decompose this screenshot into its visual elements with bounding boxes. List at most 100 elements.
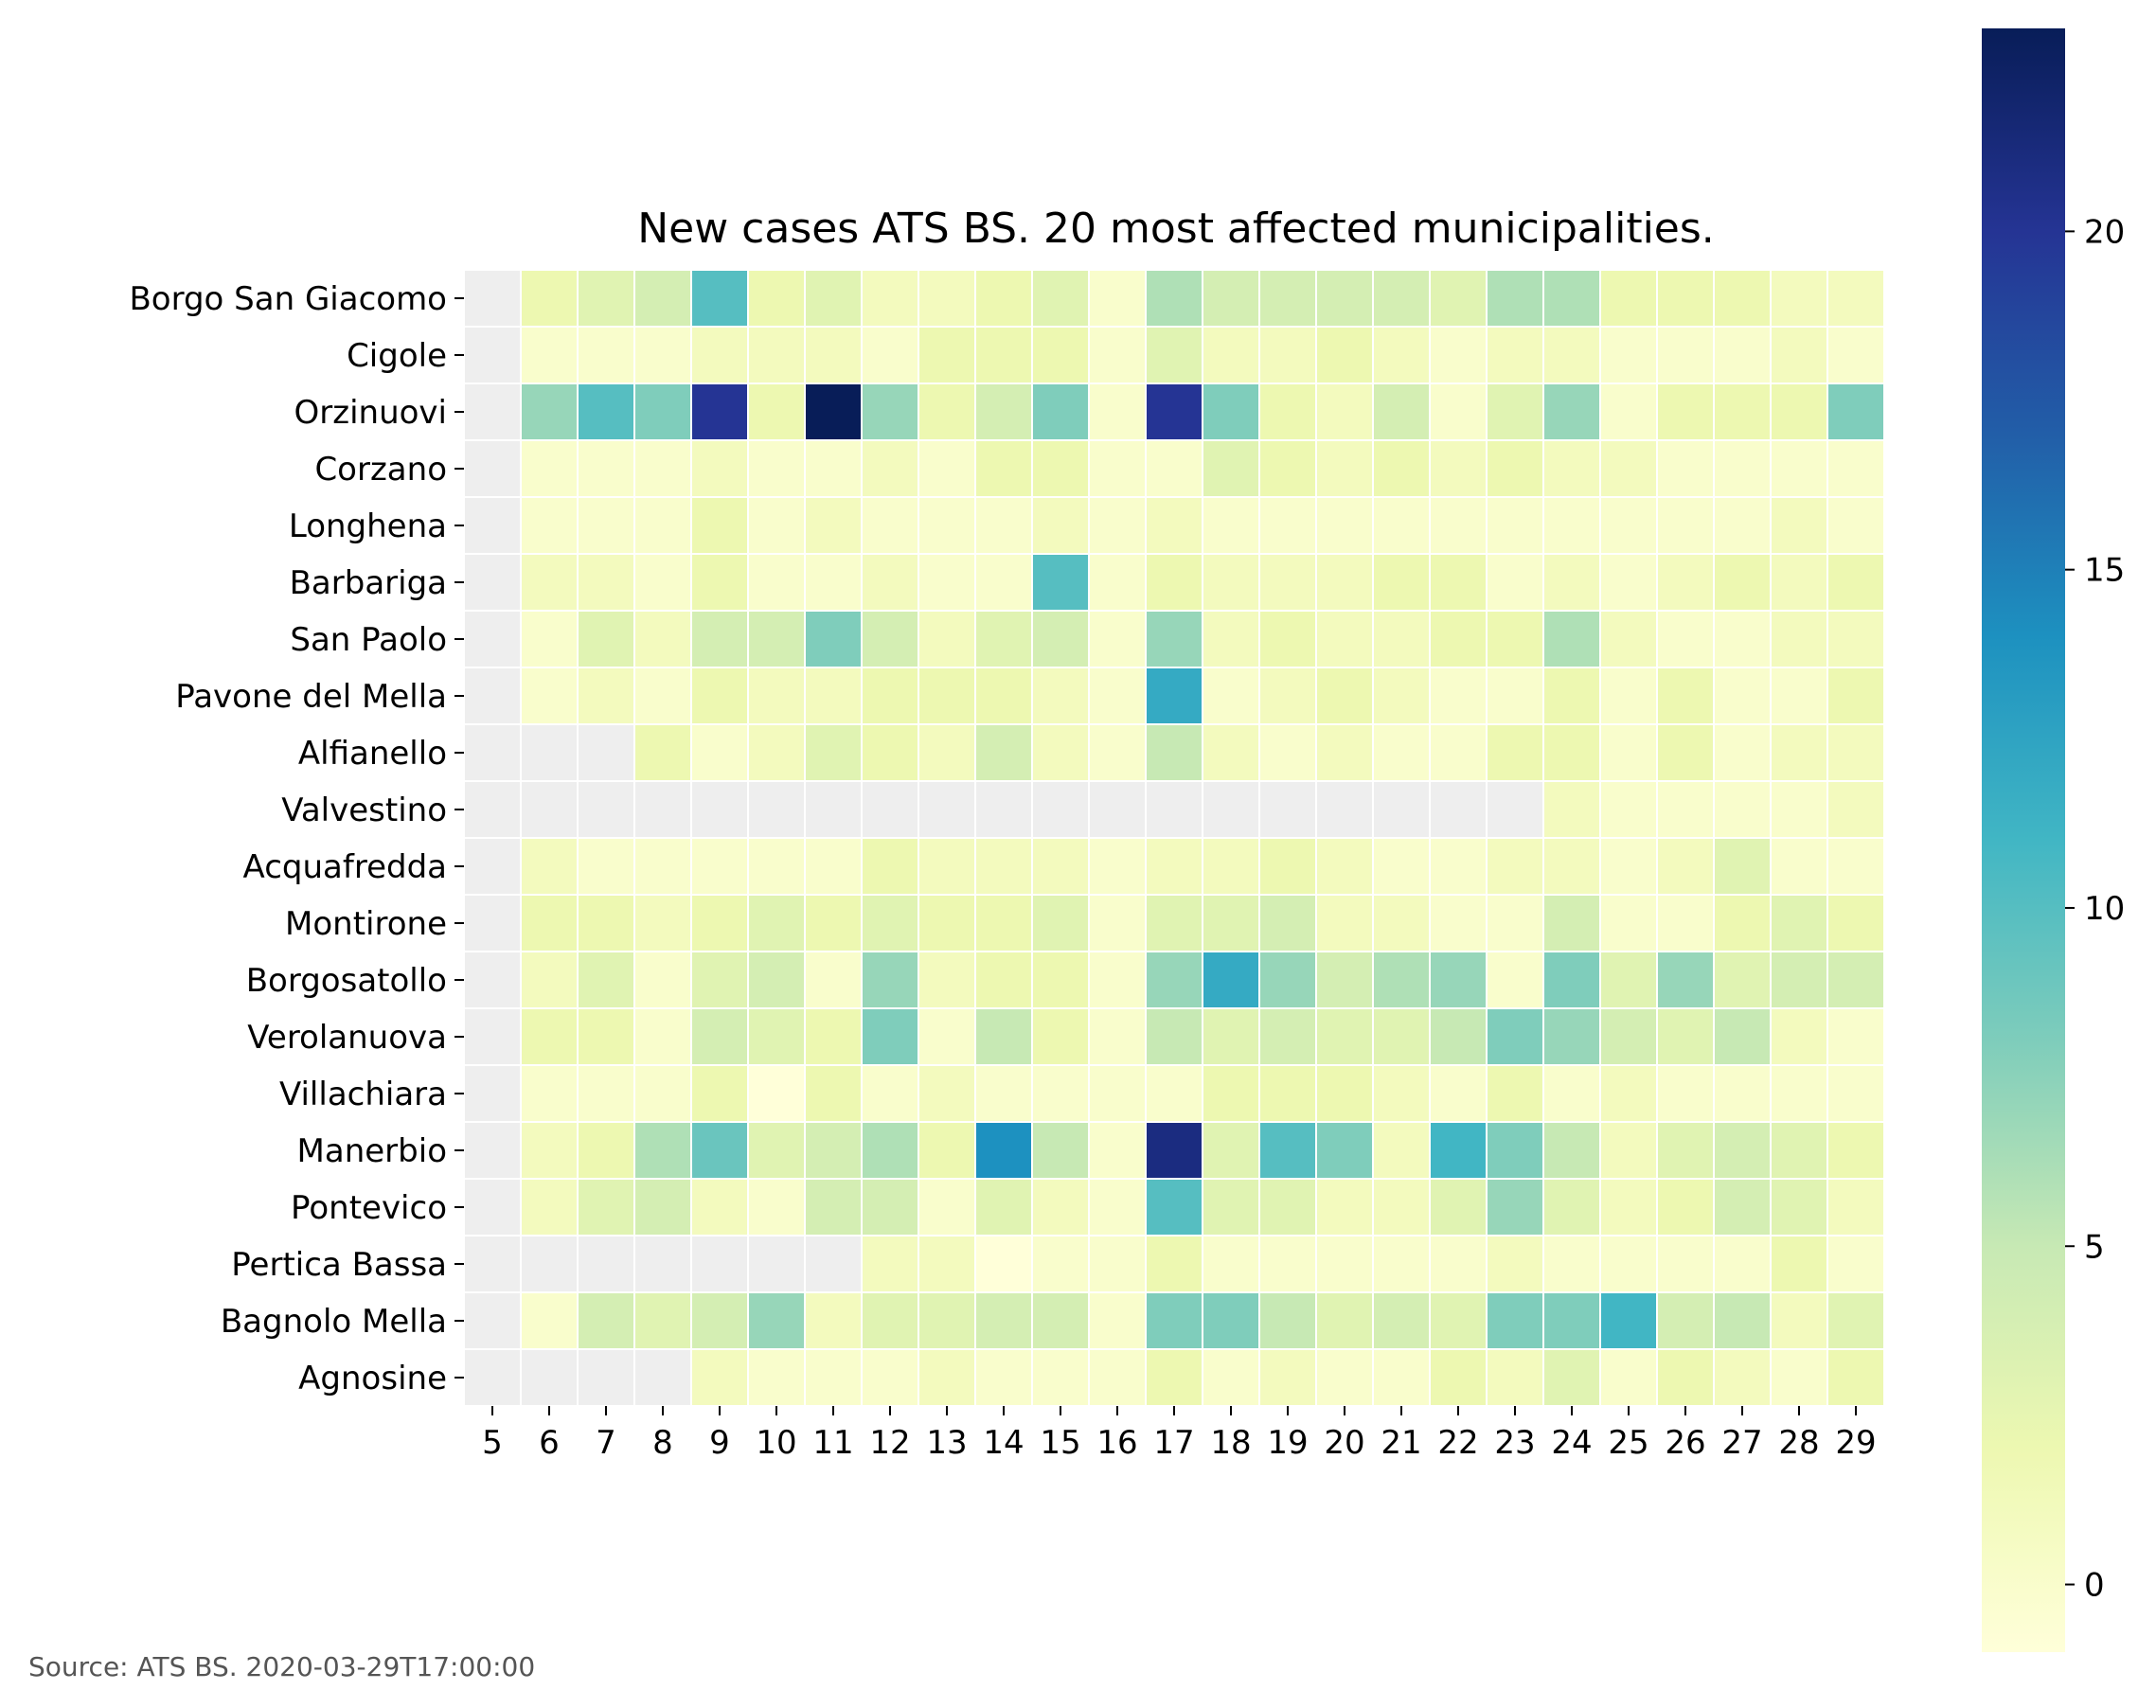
heatmap-cell (1031, 439, 1090, 498)
heatmap-cell (1429, 269, 1488, 328)
heatmap-cell (1770, 326, 1828, 384)
heatmap-cell (1145, 837, 1203, 896)
heatmap-cell (1486, 269, 1544, 328)
heatmap-cell (463, 1235, 522, 1293)
colorbar: 0 5 10 15 20 (1982, 28, 2125, 1652)
heatmap-cell (1656, 1291, 1715, 1350)
heatmap-cell (1202, 667, 1260, 725)
heatmap-cell (1258, 1348, 1317, 1407)
heatmap-cell (1202, 837, 1260, 896)
heatmap-cell (1315, 553, 1374, 612)
heatmap-cell (1258, 951, 1317, 1009)
heatmap-cell (804, 1007, 863, 1066)
heatmap-cell (1770, 1064, 1828, 1123)
heatmap-cell (1372, 1235, 1431, 1293)
heatmap-cell (1542, 1291, 1601, 1350)
heatmap-cell (1372, 667, 1431, 725)
heatmap-cell (1031, 951, 1090, 1009)
heatmap-cell (974, 837, 1033, 896)
heatmap-cell (747, 439, 806, 498)
heatmap-cell (1315, 951, 1374, 1009)
heatmap-cell (804, 553, 863, 612)
heatmap-cell (463, 496, 522, 555)
heatmap-cell (1770, 439, 1828, 498)
y-axis: Borgo San Giacomo Cigole Orzinuovi Corzano L… (129, 280, 464, 1397)
heatmap-cell (1315, 894, 1374, 952)
heatmap-cell (1145, 383, 1203, 441)
heatmap-cell (463, 383, 522, 441)
heatmap-cell (1429, 894, 1488, 952)
heatmap-cell (1429, 383, 1488, 441)
heatmap-cell (633, 496, 692, 555)
heatmap-cell (1656, 326, 1715, 384)
heatmap-cell (1599, 1291, 1658, 1350)
heatmap-cell (1372, 951, 1431, 1009)
heatmap-cell (804, 723, 863, 782)
heatmap-cell (747, 1121, 806, 1180)
heatmap-cell (1599, 951, 1658, 1009)
heatmap-cell (861, 496, 919, 555)
heatmap-cell (1088, 1348, 1147, 1407)
heatmap-cell (1202, 326, 1260, 384)
heatmap-cell (1145, 780, 1203, 839)
heatmap-cell (1258, 610, 1317, 668)
heatmap-cell (1315, 1007, 1374, 1066)
heatmap-cell (1770, 894, 1828, 952)
heatmap-cell (747, 1348, 806, 1407)
heatmap-cell (974, 1064, 1033, 1123)
heatmap-cell (690, 667, 749, 725)
heatmap-cell (918, 951, 976, 1009)
heatmap-cell (577, 723, 635, 782)
heatmap-cell (690, 837, 749, 896)
heatmap-cell (1486, 610, 1544, 668)
heatmap-cell (1656, 269, 1715, 328)
heatmap-cell (1145, 1064, 1203, 1123)
heatmap-cell (633, 269, 692, 328)
heatmap-cell (690, 1291, 749, 1350)
heatmap-cell (1486, 496, 1544, 555)
heatmap-cell (1258, 439, 1317, 498)
heatmap-cell (1258, 723, 1317, 782)
heatmap-cell (974, 496, 1033, 555)
heatmap-cell (1826, 553, 1885, 612)
heatmap-cell (804, 383, 863, 441)
heatmap-cell (1429, 1121, 1488, 1180)
heatmap-cell (1542, 1064, 1601, 1123)
heatmap-cell (1713, 837, 1772, 896)
heatmap-cell (1315, 837, 1374, 896)
heatmap-cell (1826, 1178, 1885, 1237)
heatmap-cell (1770, 1007, 1828, 1066)
y-tick-label: Alfianello (298, 735, 447, 773)
heatmap-cell (633, 723, 692, 782)
heatmap-cell (1088, 1121, 1147, 1180)
heatmap-cell (1088, 439, 1147, 498)
heatmap-cell (1202, 1235, 1260, 1293)
heatmap-cell (1429, 553, 1488, 612)
heatmap-cell (861, 1178, 919, 1237)
heatmap-cell (1088, 553, 1147, 612)
heatmap-cell (463, 553, 522, 612)
heatmap-cell (1202, 723, 1260, 782)
heatmap-cell (861, 1007, 919, 1066)
heatmap-cell (1770, 553, 1828, 612)
heatmap-cell (974, 894, 1033, 952)
heatmap-cell (861, 326, 919, 384)
heatmap-cell (1031, 610, 1090, 668)
heatmap-cell (1031, 1121, 1090, 1180)
heatmap-cell (974, 383, 1033, 441)
heatmap-cell (1429, 1348, 1488, 1407)
heatmap-cell (690, 1121, 749, 1180)
heatmap-cell (1542, 610, 1601, 668)
heatmap-cell (463, 1121, 522, 1180)
heatmap-cell (1826, 1064, 1885, 1123)
heatmap-cell (1258, 1121, 1317, 1180)
y-tick-label: Orzinuovi (294, 394, 448, 432)
heatmap-cell (577, 1178, 635, 1237)
heatmap-cell (1372, 780, 1431, 839)
heatmap-cell (918, 723, 976, 782)
heatmap-cell (1372, 610, 1431, 668)
heatmap-cell (1542, 269, 1601, 328)
heatmap-cell (1713, 1348, 1772, 1407)
heatmap-cell (1429, 837, 1488, 896)
